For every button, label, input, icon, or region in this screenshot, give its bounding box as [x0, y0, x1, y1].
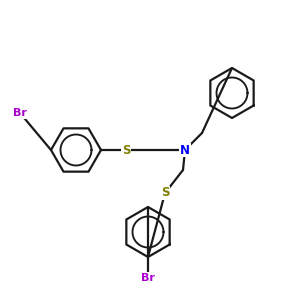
Text: Br: Br	[13, 108, 27, 118]
Text: S: S	[161, 187, 169, 200]
Text: Br: Br	[141, 273, 155, 283]
Text: S: S	[122, 143, 130, 157]
Text: N: N	[180, 143, 190, 157]
